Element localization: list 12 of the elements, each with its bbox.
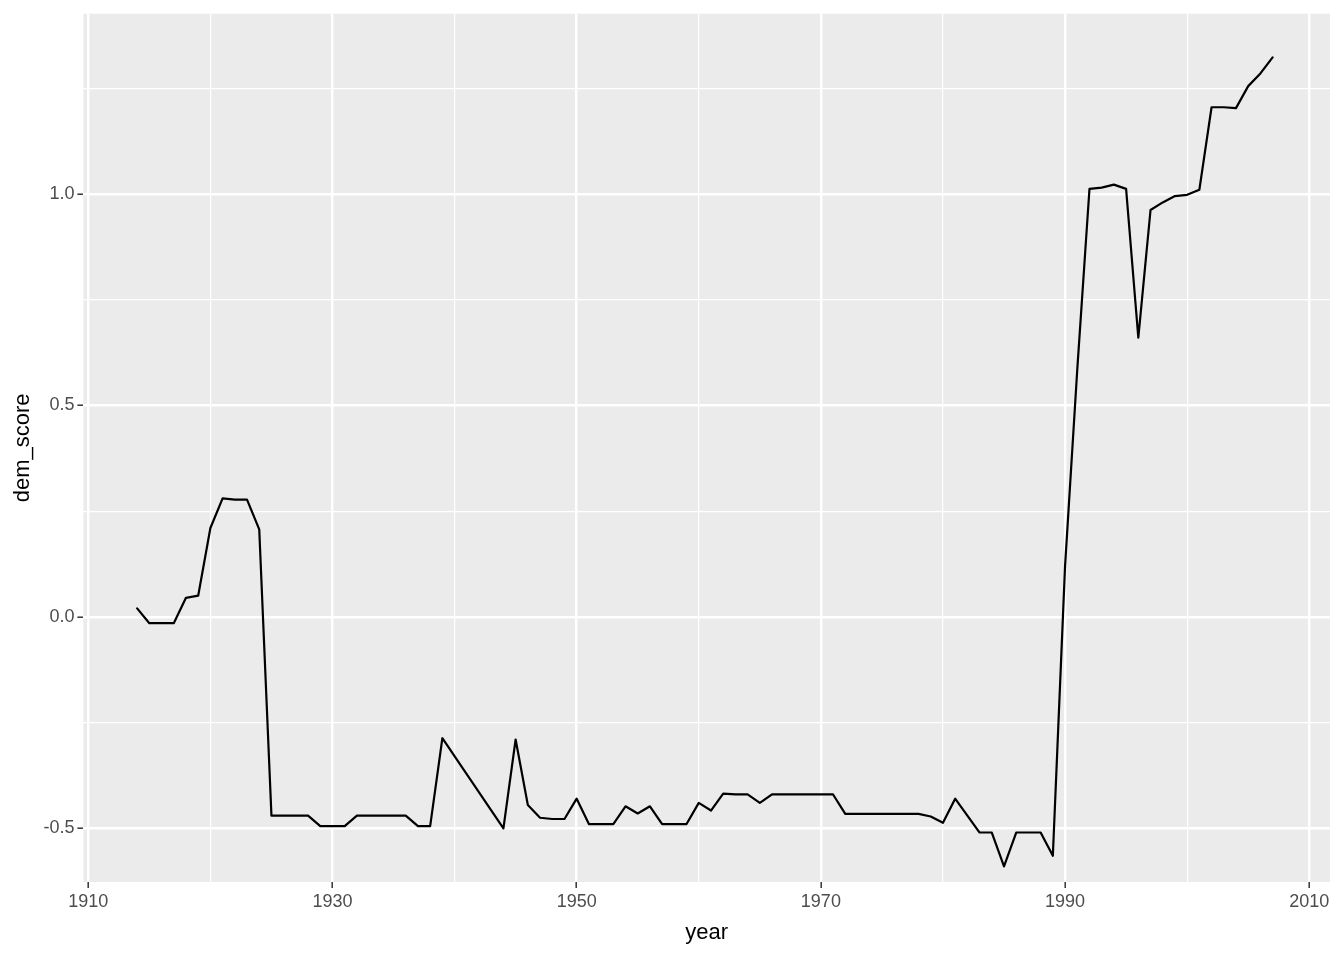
y-tick-label: -0.5 xyxy=(43,817,75,838)
x-axis-title: year xyxy=(685,918,729,944)
y-tick-label: 0.5 xyxy=(49,394,75,415)
y-tick-label: 0.0 xyxy=(49,605,75,626)
x-tick-label: 1910 xyxy=(68,890,109,911)
y-axis-title: dem_score xyxy=(9,393,35,503)
x-tick-label: 2010 xyxy=(1289,890,1330,911)
x-tick-label: 1970 xyxy=(800,890,841,911)
x-tick-label: 1990 xyxy=(1045,890,1086,911)
x-tick-label: 1950 xyxy=(556,890,597,911)
x-tick-label: 1930 xyxy=(312,890,353,911)
y-tick-label: 1.0 xyxy=(49,182,75,203)
